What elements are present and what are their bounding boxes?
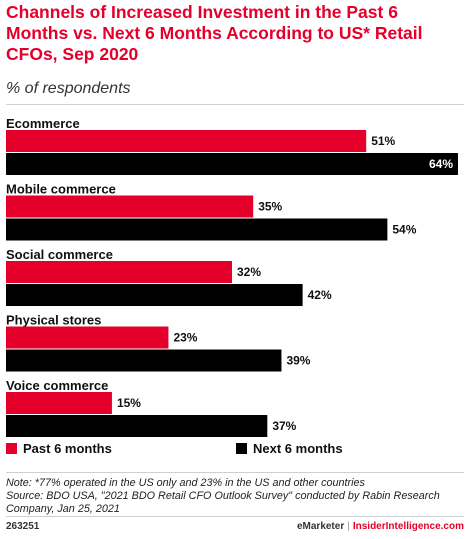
data-label: 42% [308, 288, 332, 302]
data-label: 39% [286, 354, 310, 368]
bar-past-6-months [6, 392, 112, 414]
bar-next-6-months [6, 153, 458, 175]
data-label: 32% [237, 265, 261, 279]
legend-swatch-next [236, 443, 247, 454]
bottom-divider [6, 516, 464, 517]
chart-id: 263251 [6, 521, 40, 532]
chart-title: Channels of Increased Investment in the … [6, 2, 423, 64]
data-label: 64% [429, 157, 453, 171]
category-label: Mobile commerce [6, 182, 116, 197]
data-label: 54% [392, 223, 416, 237]
bar-past-6-months [6, 130, 367, 152]
data-label: 37% [272, 419, 296, 433]
legend-swatch-past [6, 443, 17, 454]
footer-divider [6, 472, 464, 473]
chart-subtitle: % of respondents [6, 80, 131, 97]
bar-next-6-months [6, 415, 268, 437]
category-label: Physical stores [6, 313, 101, 328]
footer-separator: | [347, 521, 350, 532]
emarketer-logo: eMarketer [296, 521, 345, 532]
footer-brand: eMarketer | InsiderIntelligence.com [297, 521, 464, 532]
category-label: Voice commerce [6, 378, 108, 393]
data-label: 35% [258, 200, 282, 214]
bar-chart: Ecommerce 51% 64% Mobile commerce 35% 54% Soci… [6, 116, 458, 456]
bar-next-6-months [6, 284, 303, 306]
data-label: 51% [371, 134, 395, 148]
source-text: Source: BDO USA, "2021 BDO Retail CFO Ou… [6, 490, 440, 515]
bar-past-6-months [6, 261, 232, 283]
bar-past-6-months [6, 195, 254, 218]
data-label: 15% [117, 396, 141, 410]
chart-notes: Note: *77% operated in the US only and 2… [6, 477, 464, 516]
legend-label: Next 6 months [253, 441, 343, 456]
data-label: 23% [173, 331, 197, 345]
legend-label: Past 6 months [23, 441, 112, 456]
category-label: Social commerce [6, 247, 113, 262]
category-label: Ecommerce [6, 116, 80, 131]
header-divider [6, 104, 464, 105]
bar-next-6-months [6, 218, 388, 241]
bar-past-6-months [6, 326, 169, 349]
insider-intelligence-link[interactable]: InsiderIntelligence.com [352, 521, 464, 532]
note-text: Note: *77% operated in the US only and 2… [6, 477, 365, 489]
bar-next-6-months [6, 349, 282, 372]
